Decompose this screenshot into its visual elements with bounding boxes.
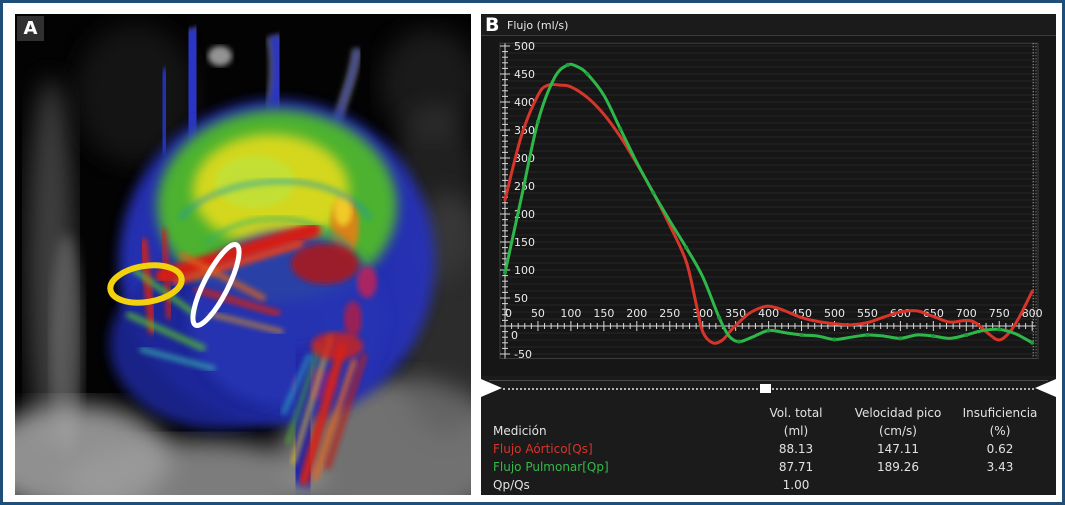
svg-text:300: 300 bbox=[692, 307, 713, 320]
chart-y-axis-title: Flujo (ml/s) bbox=[507, 19, 569, 32]
svg-text:50: 50 bbox=[531, 307, 545, 320]
col-header-medicion: Medición bbox=[493, 424, 547, 438]
svg-text:450: 450 bbox=[514, 68, 535, 81]
svg-text:150: 150 bbox=[593, 307, 614, 320]
panel-a-label: A bbox=[17, 16, 44, 41]
scrubber-left-arrow-icon[interactable] bbox=[481, 379, 502, 397]
scrubber-handle[interactable] bbox=[759, 384, 771, 393]
aortic-velocidad-pico: 147.11 bbox=[877, 442, 919, 456]
svg-text:500: 500 bbox=[514, 40, 535, 53]
panel-b-label: B bbox=[485, 14, 500, 36]
panel-b-flow-analysis: B Flujo (ml/s) -50 50 100 150 200 250 300 350 40… bbox=[481, 14, 1056, 495]
svg-text:550: 550 bbox=[857, 307, 878, 320]
col-header-velocidad-pico: Velocidad pico bbox=[854, 406, 942, 420]
qpqs-ratio: 1.00 bbox=[782, 478, 810, 492]
svg-text:250: 250 bbox=[659, 307, 680, 320]
svg-text:650: 650 bbox=[923, 307, 944, 320]
table-header-row-units-top: Vol. total Velocidad pico Insuficiencia bbox=[481, 404, 1056, 422]
unit-ml: (ml) bbox=[783, 424, 809, 438]
table-header-row-units: Medición (ml) (cm/s) (%) bbox=[481, 422, 1056, 440]
white-roi-ellipse bbox=[190, 242, 242, 328]
chart-header: B Flujo (ml/s) bbox=[481, 14, 1056, 36]
qpqs-label: Qp/Qs bbox=[493, 478, 530, 492]
pulmonary-vol-total: 87.71 bbox=[778, 460, 814, 474]
svg-text:0: 0 bbox=[505, 307, 512, 320]
svg-text:200: 200 bbox=[626, 307, 647, 320]
svg-text:500: 500 bbox=[824, 307, 845, 320]
curve-aortic bbox=[503, 82, 1034, 345]
svg-text:-50: -50 bbox=[514, 348, 532, 361]
col-header-insuficiencia: Insuficiencia bbox=[962, 406, 1038, 420]
flow-mri-image bbox=[15, 14, 471, 495]
pulmonary-velocidad-pico: 189.26 bbox=[877, 460, 919, 474]
svg-text:800: 800 bbox=[1022, 307, 1043, 320]
aortic-flow-label: Flujo Aórtico[Qs] bbox=[493, 442, 593, 456]
flow-color-map bbox=[110, 25, 435, 491]
time-scrubber bbox=[481, 376, 1056, 402]
svg-text:750: 750 bbox=[989, 307, 1010, 320]
svg-text:400: 400 bbox=[758, 307, 779, 320]
unit-cms: (cm/s) bbox=[879, 424, 917, 438]
panel-a-flow-mri: A bbox=[15, 14, 471, 495]
col-header-vol-total: Vol. total bbox=[769, 406, 823, 420]
table-row-aortic: Flujo Aórtico[Qs] 88.13 147.11 0.62 bbox=[481, 440, 1056, 458]
table-row-qpqs: Qp/Qs 1.00 bbox=[481, 476, 1056, 494]
svg-text:700: 700 bbox=[956, 307, 977, 320]
curve-pulmonary bbox=[503, 62, 1034, 345]
svg-text:150: 150 bbox=[514, 236, 535, 249]
scrubber-right-arrow-icon[interactable] bbox=[1035, 379, 1056, 397]
svg-text:50: 50 bbox=[514, 292, 528, 305]
svg-text:100: 100 bbox=[560, 307, 581, 320]
pulmonary-insuficiencia: 3.43 bbox=[986, 460, 1014, 474]
scrubber-rule bbox=[489, 380, 1048, 381]
unit-pct: (%) bbox=[989, 424, 1011, 438]
svg-text:350: 350 bbox=[725, 307, 746, 320]
pulmonary-flow-label: Flujo Pulmonar[Qp] bbox=[493, 460, 609, 474]
svg-text:0: 0 bbox=[511, 329, 518, 342]
svg-text:100: 100 bbox=[514, 264, 535, 277]
aortic-insuficiencia: 0.62 bbox=[986, 442, 1014, 456]
measurement-table: Vol. total Velocidad pico Insuficiencia … bbox=[481, 404, 1056, 494]
roi-annotations bbox=[107, 242, 242, 328]
svg-text:400: 400 bbox=[514, 96, 535, 109]
table-row-pulmonary: Flujo Pulmonar[Qp] 87.71 189.26 3.43 bbox=[481, 458, 1056, 476]
aortic-vol-total: 88.13 bbox=[778, 442, 814, 456]
yellow-roi-ellipse bbox=[107, 262, 185, 306]
